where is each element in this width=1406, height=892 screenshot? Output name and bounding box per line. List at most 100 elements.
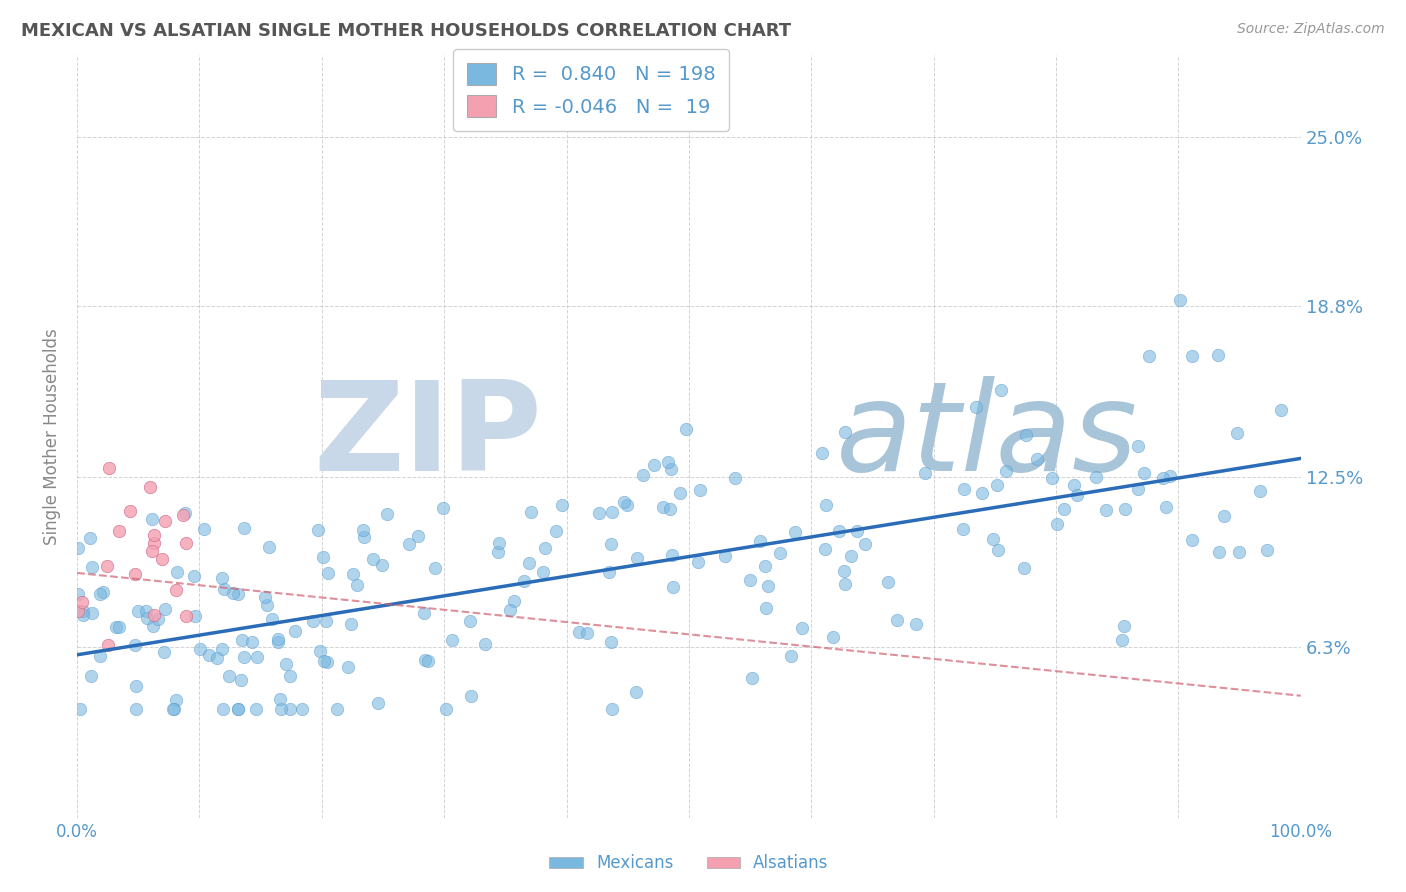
Point (143, 528, 166, 542)
Point (1181, 533, 1204, 547)
Point (1227, 545, 1250, 559)
Point (353, 530, 375, 544)
Point (96, 558, 118, 573)
Point (205, 651, 228, 665)
Point (458, 614, 481, 628)
Point (1270, 403, 1292, 417)
Point (1114, 501, 1136, 516)
Point (176, 535, 198, 549)
Point (315, 614, 337, 628)
Point (1154, 500, 1177, 515)
Point (127, 604, 149, 618)
Point (135, 610, 157, 624)
Point (474, 636, 496, 650)
Point (952, 522, 974, 536)
Point (599, 635, 621, 649)
Point (284, 624, 307, 639)
Point (80, 669, 103, 683)
Point (141, 543, 163, 558)
Point (499, 603, 522, 617)
Point (783, 524, 806, 539)
Point (231, 673, 253, 688)
Point (105, 620, 128, 634)
Point (576, 625, 599, 640)
Point (914, 466, 936, 480)
Point (1249, 483, 1271, 498)
Point (278, 702, 301, 716)
Point (568, 625, 591, 640)
Point (222, 586, 245, 600)
Point (659, 502, 682, 516)
Text: ZIP: ZIP (314, 376, 543, 497)
Point (661, 549, 683, 563)
Point (661, 580, 683, 594)
Point (598, 565, 620, 579)
Point (1126, 482, 1149, 496)
Point (326, 702, 349, 716)
Point (1014, 428, 1036, 442)
Point (811, 446, 834, 460)
Point (150, 552, 173, 566)
Point (1112, 619, 1135, 633)
Point (845, 524, 868, 539)
Point (616, 498, 638, 512)
Point (316, 566, 339, 580)
Point (314, 654, 336, 668)
Point (643, 458, 665, 473)
Point (600, 505, 623, 519)
Point (517, 556, 540, 570)
Point (398, 537, 420, 551)
Point (416, 654, 439, 668)
Text: MEXICAN VS ALSATIAN SINGLE MOTHER HOUSEHOLDS CORRELATION CHART: MEXICAN VS ALSATIAN SINGLE MOTHER HOUSEH… (21, 22, 792, 40)
Text: atlas: atlas (835, 376, 1137, 497)
Point (834, 576, 856, 591)
Point (821, 630, 844, 644)
Point (352, 523, 374, 537)
Point (688, 555, 710, 569)
Point (1181, 349, 1204, 363)
Point (153, 514, 176, 528)
Point (780, 648, 803, 663)
Point (79, 531, 101, 545)
Point (600, 537, 623, 551)
Point (124, 638, 146, 652)
Point (1025, 452, 1047, 467)
Point (550, 498, 572, 512)
Point (108, 524, 131, 538)
Point (107, 620, 129, 634)
Point (423, 560, 446, 574)
Point (233, 650, 256, 665)
Point (1063, 477, 1085, 491)
Point (434, 702, 457, 716)
Point (839, 549, 862, 563)
Point (990, 384, 1012, 398)
Point (1085, 470, 1108, 484)
Point (269, 691, 291, 706)
Point (834, 425, 856, 439)
Point (502, 593, 524, 607)
Point (512, 574, 534, 588)
Point (886, 613, 908, 627)
Point (211, 641, 233, 656)
Point (166, 565, 188, 579)
Point (375, 507, 398, 521)
Point (197, 648, 219, 662)
Point (1159, 468, 1181, 483)
Point (631, 467, 654, 482)
Point (689, 483, 711, 497)
Point (176, 609, 198, 624)
Point (1137, 349, 1160, 363)
Point (245, 702, 267, 716)
Point (163, 702, 186, 716)
Point (125, 679, 148, 693)
Point (986, 542, 1008, 557)
Point (260, 612, 283, 626)
Point (315, 655, 337, 669)
Point (659, 462, 682, 476)
Point (1206, 348, 1229, 362)
Point (139, 480, 162, 494)
Point (675, 422, 697, 436)
Point (970, 486, 993, 500)
Point (312, 549, 335, 564)
Point (758, 579, 780, 593)
